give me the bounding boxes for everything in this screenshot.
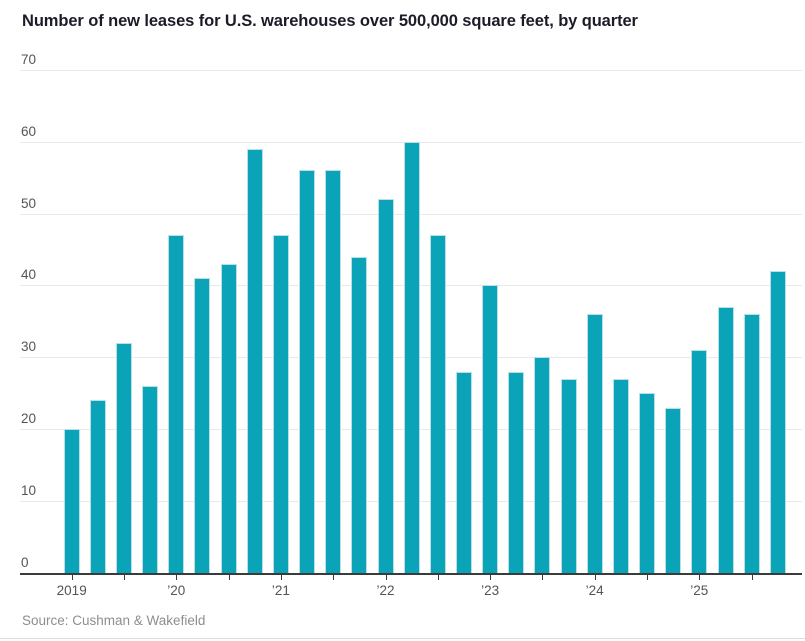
bar-2019-q3 <box>116 342 132 573</box>
bar-2024-q1 <box>586 314 603 573</box>
bar-2023-q4 <box>560 378 577 573</box>
bar-2025-q3 <box>743 314 760 573</box>
bar-2021-q1 <box>272 235 289 573</box>
bar-2024-q4 <box>665 407 682 573</box>
x-axis-tick <box>280 575 282 580</box>
bar-2020-q3 <box>220 263 237 573</box>
y-tick-label-60: 60 <box>21 123 37 139</box>
x-axis-tick <box>228 575 230 580</box>
bar-2019-q1 <box>63 429 80 573</box>
y-tick-label-0: 0 <box>21 555 29 570</box>
x-axis-tick <box>176 575 178 580</box>
bar-2023-q2 <box>508 371 525 573</box>
x-axis-tick <box>594 575 596 580</box>
y-tick-label-20: 20 <box>21 411 37 427</box>
x-tick-label-21: ’21 <box>271 583 290 598</box>
y-tick-label-30: 30 <box>21 339 37 355</box>
bar-2020-q1 <box>168 235 185 573</box>
x-axis-tick <box>437 575 439 580</box>
x-axis-tick <box>385 575 387 580</box>
source-attribution: Source: Cushman & Wakefield <box>22 613 206 628</box>
y-tick-label-10: 10 <box>21 483 37 499</box>
bar-2021-q2 <box>299 170 316 573</box>
y-tick-label-40: 40 <box>21 267 37 283</box>
x-tick-label-2019: 2019 <box>56 583 87 598</box>
bar-2019-q2 <box>89 400 106 573</box>
y-tick-label-50: 50 <box>21 195 37 211</box>
x-axis-line <box>20 573 802 575</box>
x-axis-tick <box>333 575 335 580</box>
x-axis-tick <box>647 575 648 580</box>
bar-2021-q3 <box>325 170 342 573</box>
y-gridline-70 <box>20 69 802 71</box>
bar-2020-q4 <box>246 148 263 573</box>
x-tick-label-20: ’20 <box>167 583 186 598</box>
bottom-divider <box>0 638 805 639</box>
bar-2019-q4 <box>142 386 159 573</box>
x-tick-label-23: ’23 <box>481 583 500 598</box>
bar-2022-q4 <box>455 371 472 573</box>
bar-2022-q1 <box>377 199 394 573</box>
y-tick-label-70: 70 <box>21 51 37 67</box>
chart-title: Number of new leases for U.S. warehouses… <box>22 12 638 30</box>
bar-2023-q1 <box>482 285 499 573</box>
x-tick-label-22: ’22 <box>376 583 395 598</box>
bar-2022-q3 <box>429 235 446 573</box>
bar-2025-q4 <box>769 271 786 573</box>
bar-2025-q2 <box>717 307 734 573</box>
x-axis-tick <box>124 575 125 580</box>
x-axis-tick <box>542 575 544 580</box>
x-axis-tick <box>71 575 73 580</box>
bar-2022-q2 <box>403 141 420 573</box>
x-axis-tick <box>490 575 492 580</box>
bar-2021-q4 <box>351 256 368 573</box>
bar-2020-q2 <box>194 278 211 573</box>
x-tick-label-25: ’25 <box>690 583 709 598</box>
x-axis-tick <box>699 575 701 580</box>
bar-2024-q2 <box>612 378 629 573</box>
bar-2023-q3 <box>534 357 551 573</box>
bar-2025-q1 <box>691 350 708 573</box>
bar-2024-q3 <box>639 393 655 574</box>
x-axis-tick <box>751 575 753 580</box>
x-tick-label-24: ’24 <box>585 583 604 598</box>
